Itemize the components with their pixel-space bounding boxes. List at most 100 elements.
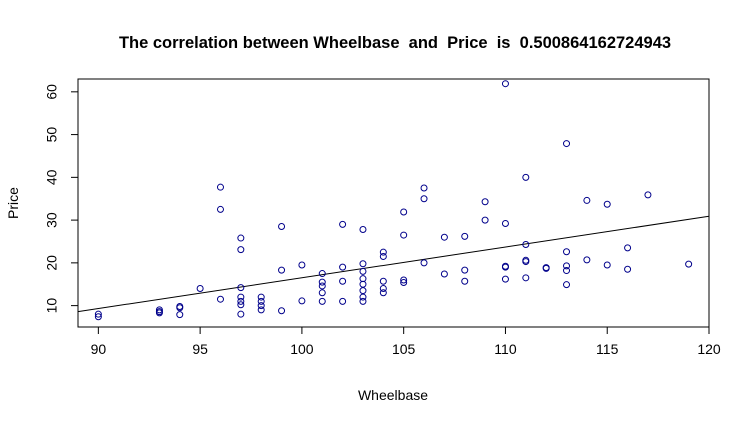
data-point	[563, 140, 571, 148]
data-point	[624, 265, 632, 273]
data-point	[563, 262, 571, 270]
data-point	[583, 256, 591, 264]
data-point	[501, 275, 509, 283]
data-point	[400, 231, 408, 239]
data-point	[440, 233, 448, 241]
data-point	[94, 313, 102, 321]
data-point	[379, 252, 387, 260]
data-point	[359, 226, 367, 234]
plot-frame	[77, 78, 710, 328]
data-point	[359, 297, 367, 305]
data-point	[359, 293, 367, 301]
regression-line	[77, 215, 710, 313]
data-point	[278, 307, 286, 315]
y-axis: 10 20 30 40 50 60	[44, 84, 79, 314]
data-point	[379, 289, 387, 297]
data-point	[563, 248, 571, 256]
data-point	[522, 274, 530, 282]
x-tick-label: 110	[494, 341, 517, 357]
data-point	[339, 263, 347, 271]
data-point	[94, 310, 102, 318]
data-point	[339, 297, 347, 305]
x-tick-label: 120	[697, 341, 721, 357]
x-axis-label: Wheelbase	[358, 387, 428, 403]
data-point	[278, 223, 286, 231]
data-point	[257, 293, 265, 301]
y-tick-label: 60	[44, 84, 60, 100]
x-tick-label: 95	[192, 341, 208, 357]
data-point	[501, 220, 509, 228]
data-point	[216, 295, 224, 303]
points-layer	[94, 80, 693, 321]
data-point	[318, 282, 326, 290]
data-point	[237, 234, 245, 242]
data-point	[155, 306, 163, 314]
regression-layer	[77, 215, 710, 313]
data-point	[522, 240, 530, 248]
data-point	[420, 259, 428, 267]
data-point	[603, 200, 611, 208]
y-tick-label: 30	[44, 212, 60, 228]
data-point	[563, 281, 571, 289]
data-point	[400, 276, 408, 284]
y-tick-label: 40	[44, 169, 60, 185]
data-point	[216, 183, 224, 191]
data-point	[685, 260, 693, 268]
data-point	[237, 246, 245, 254]
data-point	[481, 198, 489, 206]
data-point	[400, 279, 408, 287]
data-point	[216, 205, 224, 213]
data-point	[318, 278, 326, 286]
data-point	[339, 277, 347, 285]
data-point	[420, 184, 428, 192]
x-tick-label: 115	[596, 341, 619, 357]
data-point	[461, 266, 469, 274]
data-point	[501, 263, 509, 271]
data-point	[359, 267, 367, 275]
data-point	[237, 297, 245, 305]
data-point	[176, 311, 184, 319]
y-axis-label: Price	[5, 187, 21, 219]
data-point	[298, 297, 306, 305]
data-point	[542, 264, 550, 272]
data-point	[501, 80, 509, 88]
data-point	[644, 191, 652, 199]
data-point	[481, 216, 489, 224]
data-point	[237, 284, 245, 292]
data-point	[359, 260, 367, 268]
x-tick-label: 100	[290, 341, 314, 357]
data-point	[379, 277, 387, 285]
data-point	[359, 287, 367, 295]
data-point	[461, 277, 469, 285]
data-point	[461, 232, 469, 240]
data-point	[196, 285, 204, 293]
data-point	[176, 304, 184, 312]
data-point	[379, 248, 387, 256]
data-point	[298, 261, 306, 269]
x-axis: 90 95 100 105 110 115 120	[91, 326, 721, 357]
x-tick-label: 90	[91, 341, 107, 357]
data-point	[624, 244, 632, 252]
data-point	[257, 306, 265, 314]
data-point	[400, 208, 408, 216]
data-point	[583, 196, 591, 204]
data-point	[563, 267, 571, 275]
data-point	[318, 297, 326, 305]
data-point	[339, 220, 347, 228]
data-point	[257, 297, 265, 305]
data-point	[522, 258, 530, 266]
data-point	[379, 285, 387, 293]
y-tick-label: 10	[44, 298, 60, 314]
y-tick-label: 20	[44, 255, 60, 271]
data-point	[318, 289, 326, 297]
data-point	[440, 270, 448, 278]
data-point	[237, 310, 245, 318]
data-point	[155, 309, 163, 317]
data-point	[257, 302, 265, 310]
plot-area	[77, 78, 710, 328]
data-point	[420, 195, 428, 203]
data-point	[278, 266, 286, 274]
data-point	[318, 270, 326, 278]
x-tick-label: 105	[392, 341, 416, 357]
